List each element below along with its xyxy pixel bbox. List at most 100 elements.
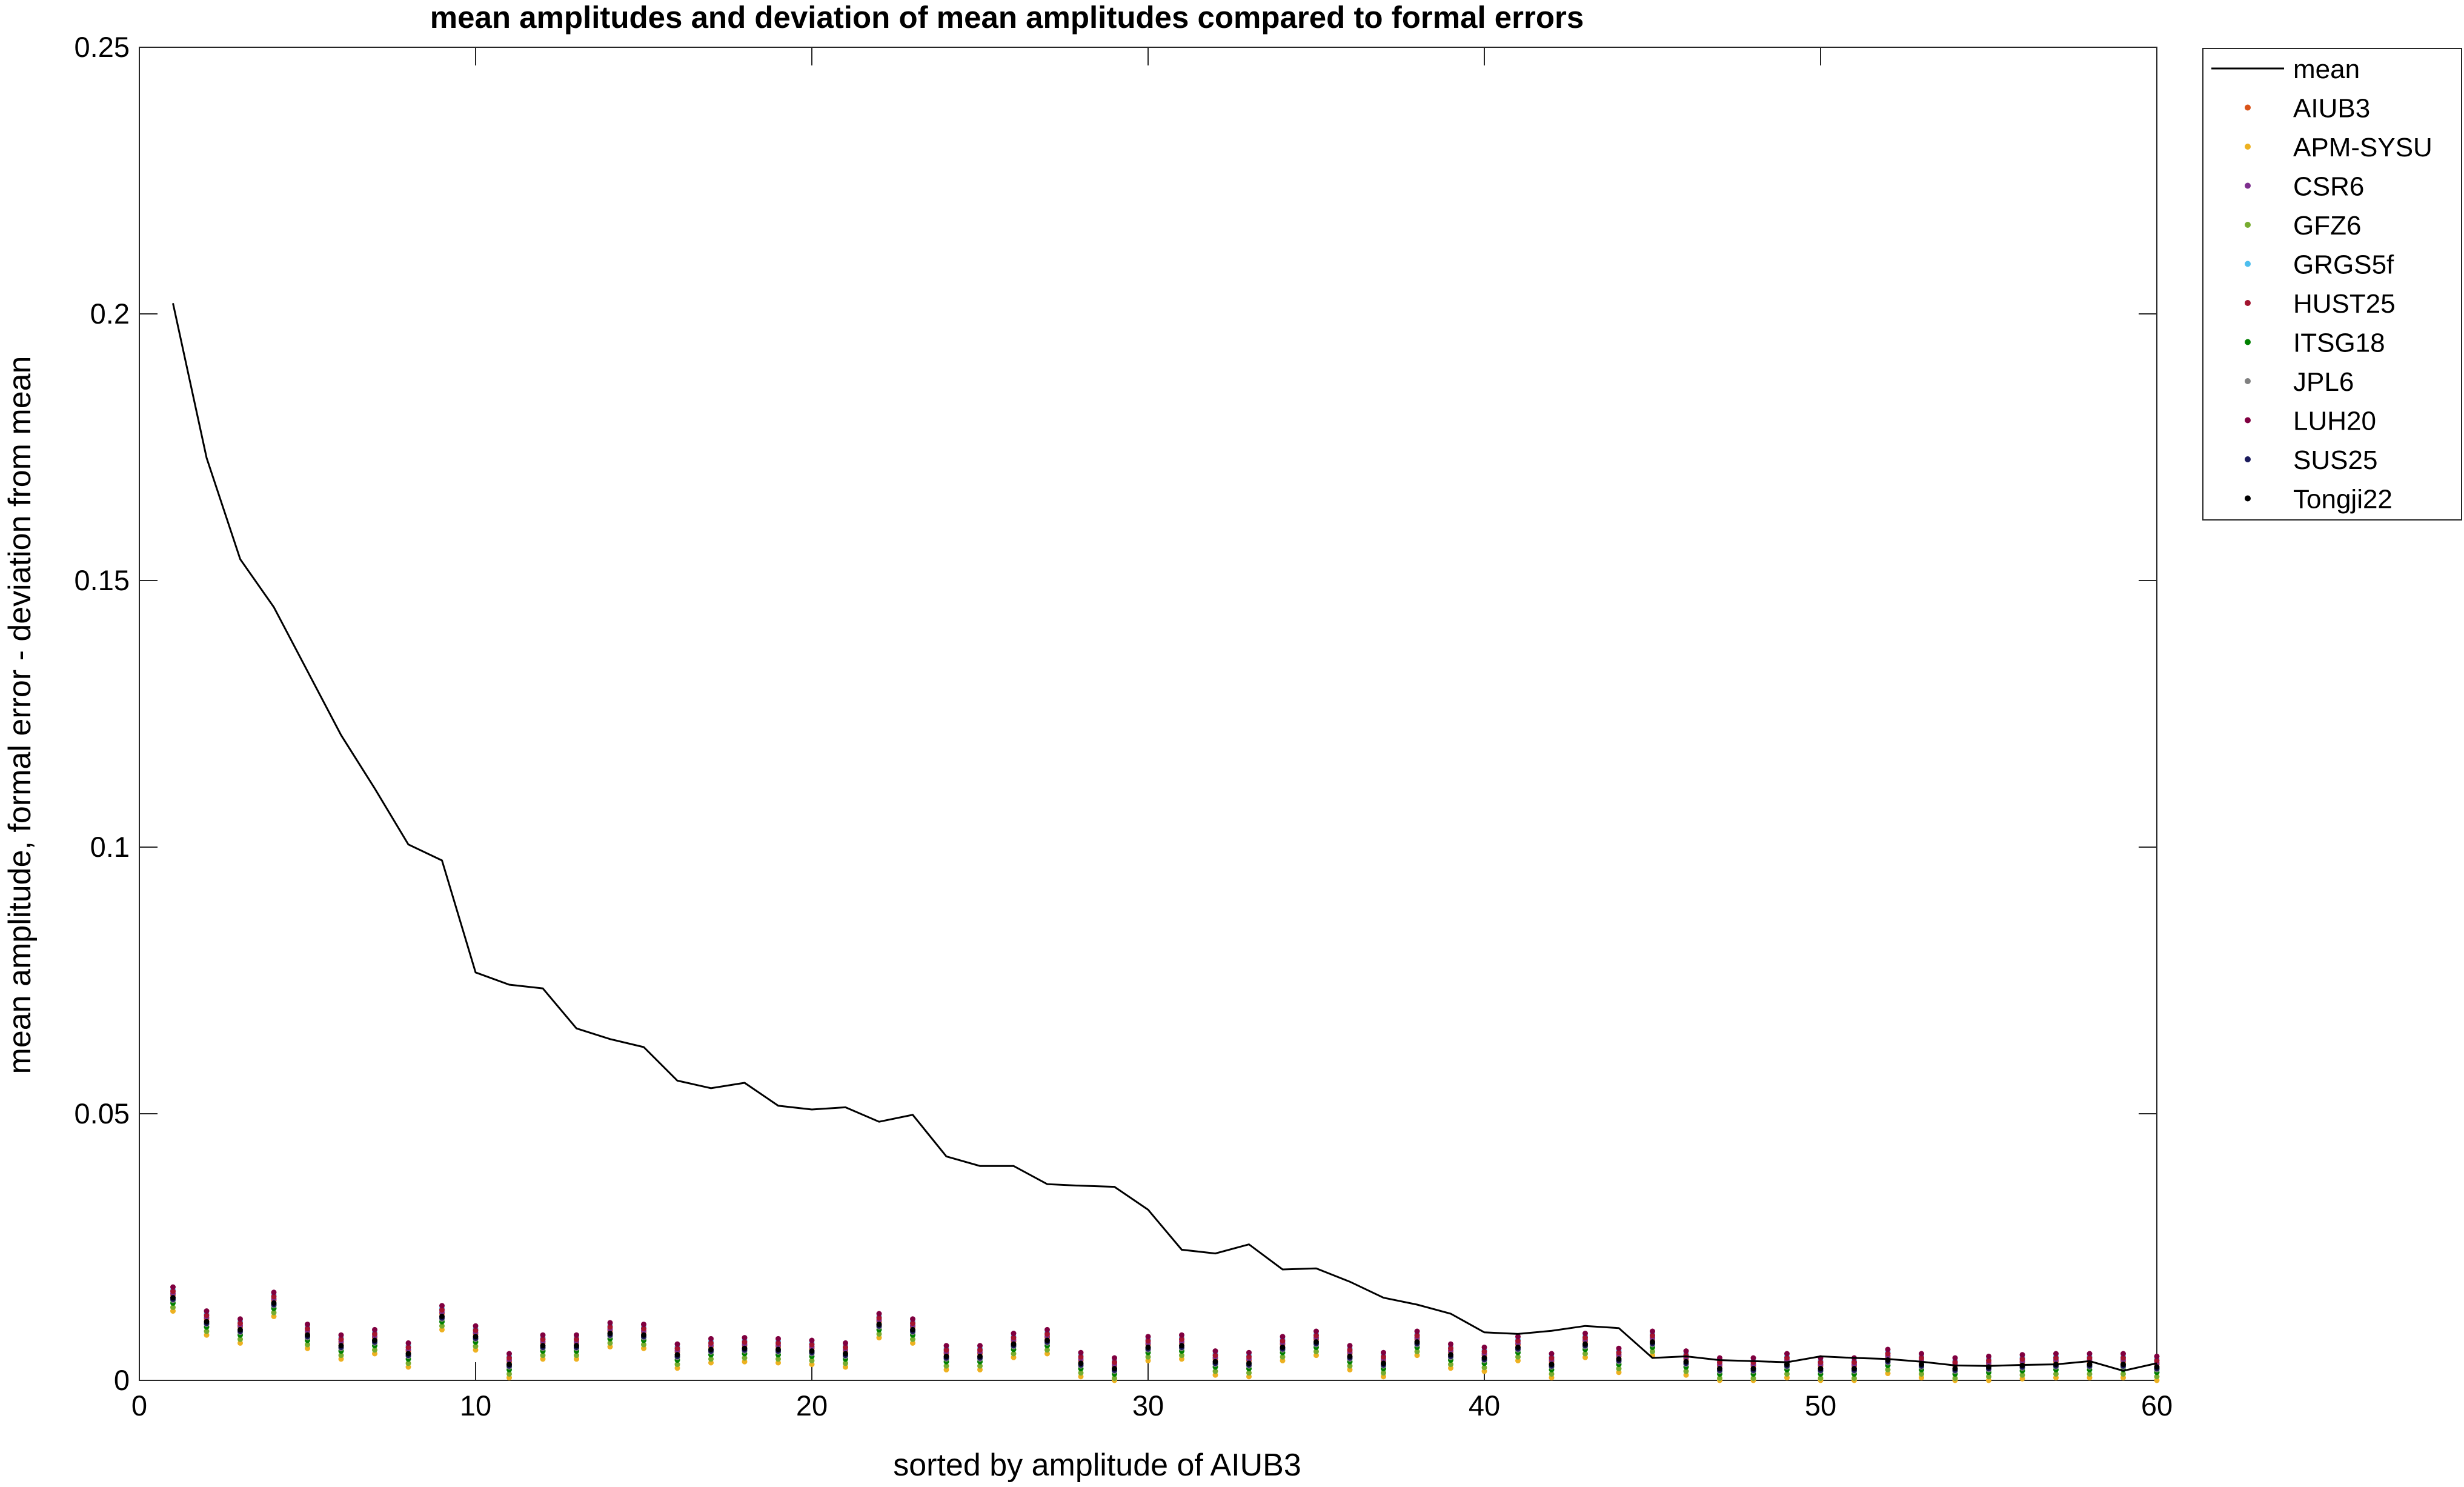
data-point <box>1313 1328 1319 1334</box>
data-point <box>2019 1376 2025 1382</box>
data-point <box>1414 1339 1420 1345</box>
data-point <box>1212 1348 1218 1354</box>
data-point <box>574 1332 579 1338</box>
data-point <box>405 1364 411 1370</box>
data-point <box>775 1346 781 1352</box>
legend-swatch <box>2245 104 2251 111</box>
data-point <box>809 1342 815 1348</box>
data-point <box>1078 1360 1084 1366</box>
data-point <box>1078 1349 1084 1356</box>
data-point <box>2087 1375 2093 1381</box>
data-point <box>1784 1355 1790 1361</box>
data-point <box>1616 1369 1622 1376</box>
data-point <box>742 1355 748 1361</box>
data-point <box>2120 1362 2126 1368</box>
data-point <box>372 1351 377 1357</box>
data-point <box>405 1351 411 1357</box>
legend-swatch <box>2245 417 2251 424</box>
data-point <box>876 1335 882 1341</box>
data-point <box>1246 1374 1252 1380</box>
y-tick-label: 0 <box>114 1364 130 1396</box>
data-point <box>405 1360 411 1366</box>
data-point <box>1616 1356 1622 1362</box>
data-point <box>473 1347 479 1353</box>
data-point <box>1549 1351 1555 1357</box>
x-tick-label: 40 <box>1469 1389 1500 1422</box>
data-point <box>742 1339 748 1345</box>
data-point <box>1515 1354 1521 1360</box>
data-point <box>1145 1338 1151 1344</box>
data-point <box>1919 1371 1924 1377</box>
mean-line <box>172 303 2157 1372</box>
data-point <box>910 1340 915 1346</box>
data-point <box>1650 1328 1655 1334</box>
data-point <box>1750 1375 1756 1381</box>
data-point <box>1549 1371 1555 1377</box>
y-axis-label: mean amplitude, formal error - deviation… <box>2 356 38 1074</box>
data-point <box>1582 1354 1588 1360</box>
data-point <box>506 1355 512 1361</box>
data-point <box>1952 1359 1958 1365</box>
data-point <box>1515 1344 1521 1350</box>
data-point <box>1179 1352 1184 1359</box>
data-point <box>641 1345 646 1351</box>
data-point <box>1112 1355 1117 1361</box>
data-point <box>943 1347 949 1353</box>
data-point <box>170 1308 176 1314</box>
x-tick-label: 50 <box>1805 1389 1836 1422</box>
data-point <box>1481 1355 1487 1361</box>
legend: mean AIUB3 APM-SYSU CSR6 GFZ6 GRGS5f HUST25 ITS… <box>2202 48 2462 521</box>
data-point <box>1481 1344 1487 1350</box>
legend-swatch <box>2245 261 2251 267</box>
legend-label: CSR6 <box>2293 172 2364 202</box>
data-point <box>1246 1354 1252 1360</box>
data-point <box>1650 1332 1655 1339</box>
data-point <box>1011 1331 1017 1337</box>
data-point <box>305 1345 310 1351</box>
data-point <box>876 1315 882 1321</box>
data-point <box>708 1360 714 1366</box>
data-point <box>1717 1366 1722 1372</box>
data-point <box>1313 1352 1319 1359</box>
data-point <box>1549 1362 1555 1368</box>
data-point <box>271 1309 277 1316</box>
data-point <box>775 1336 781 1342</box>
data-point <box>2120 1371 2126 1377</box>
data-point <box>372 1337 377 1343</box>
data-point <box>2053 1371 2059 1377</box>
data-point <box>237 1340 243 1346</box>
data-point <box>2154 1377 2160 1383</box>
series-apm-sysu <box>170 1308 2160 1383</box>
data-point <box>1145 1344 1151 1350</box>
data-point <box>1851 1366 1857 1372</box>
legend-label: GFZ6 <box>2293 211 2361 241</box>
data-point <box>1112 1366 1117 1372</box>
data-point <box>809 1357 815 1363</box>
data-point <box>1246 1360 1252 1366</box>
data-point <box>1212 1359 1218 1365</box>
data-point <box>1011 1351 1017 1357</box>
data-point <box>439 1307 445 1313</box>
data-point <box>1851 1375 1857 1381</box>
data-point <box>876 1311 882 1317</box>
data-point <box>607 1344 613 1350</box>
data-point <box>1448 1341 1453 1347</box>
data-point <box>271 1300 277 1306</box>
x-tick-label: 0 <box>131 1389 147 1422</box>
data-point <box>1952 1366 1958 1372</box>
data-point <box>1481 1348 1487 1354</box>
data-point <box>1650 1348 1655 1354</box>
legend-label: JPL6 <box>2293 367 2354 397</box>
data-point <box>742 1335 748 1341</box>
data-point <box>1616 1349 1622 1356</box>
data-point <box>1885 1346 1891 1352</box>
legend-label: GRGS5f <box>2293 250 2394 280</box>
data-point <box>1313 1348 1319 1354</box>
data-point <box>1280 1354 1286 1360</box>
data-point <box>2154 1364 2160 1370</box>
data-point <box>607 1320 613 1326</box>
data-point <box>1717 1375 1722 1381</box>
data-point <box>1683 1372 1689 1378</box>
data-point <box>1280 1338 1286 1344</box>
